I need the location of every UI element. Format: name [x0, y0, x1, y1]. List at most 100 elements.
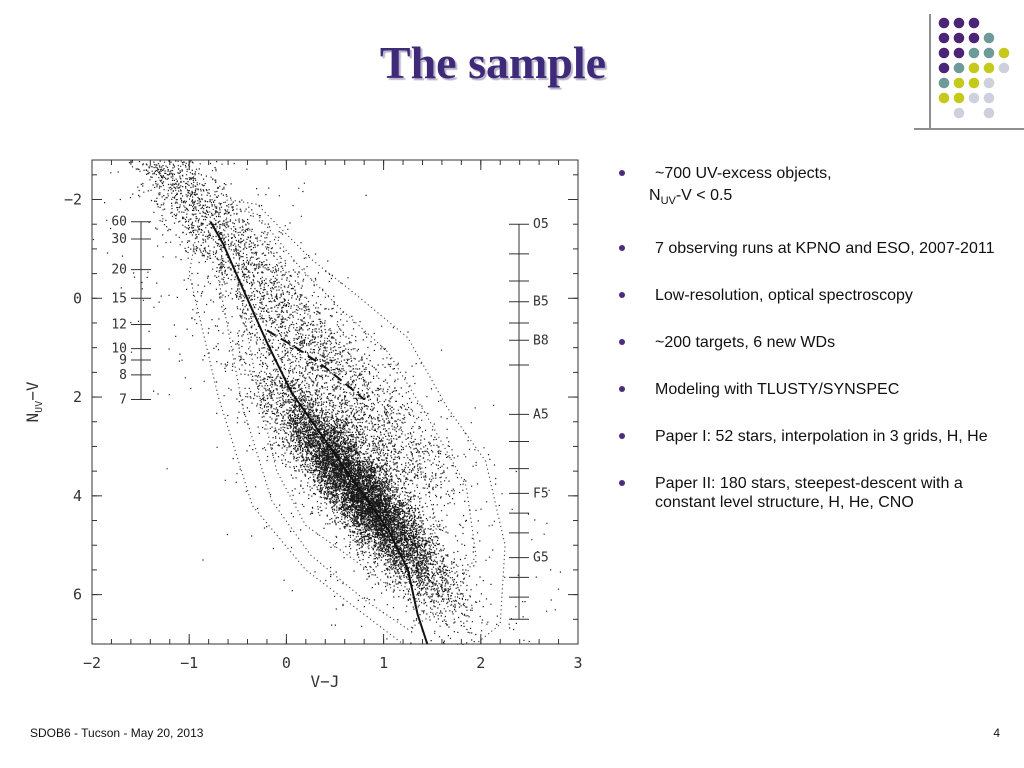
temperature-scale-label: 7 [119, 393, 127, 408]
x-tick-label: −2 [83, 654, 101, 672]
decorative-dot [953, 47, 965, 59]
bullet-dot-icon [619, 245, 625, 252]
bullet-dot-icon [619, 480, 625, 487]
decorative-dot [938, 77, 950, 89]
footer-text: SDOB6 - Tucson - May 20, 2013 [30, 726, 204, 740]
decorative-dot [953, 32, 965, 44]
bullet-dot-icon [619, 433, 625, 440]
y-tick-label: 2 [73, 388, 82, 406]
density-contour [237, 221, 438, 591]
decorative-dot [998, 62, 1010, 74]
decorative-dot [983, 62, 995, 74]
x-tick-label: 0 [282, 654, 291, 672]
decorative-dot [968, 47, 980, 59]
decorative-dot [938, 92, 950, 104]
y-tick-label: 0 [73, 289, 82, 307]
density-contour [188, 198, 506, 645]
temperature-scale-label: 10 [111, 342, 127, 357]
bullet-item: ~700 UV-excess objects, NUV-V < 0.5 [618, 164, 1008, 211]
bullet-list: ~700 UV-excess objects, NUV-V < 0.5 7 obs… [618, 164, 1008, 540]
decorative-dot [968, 62, 980, 74]
y-tick-label: −2 [64, 191, 82, 209]
bullet-dot-icon [619, 339, 625, 346]
decorative-dot [983, 107, 995, 119]
decorative-dot [968, 17, 980, 29]
decorative-vertical-line [929, 14, 931, 128]
temperature-scale-label: 30 [111, 232, 127, 247]
bullet-item: Low-resolution, optical spectroscopy [618, 286, 1008, 305]
page-number: 4 [993, 726, 1000, 740]
bullet-dot-icon [619, 292, 625, 299]
y-axis-label-main: N [23, 413, 42, 423]
decorative-dot [968, 77, 980, 89]
bullet-text: ~200 targets, 6 new WDs [655, 334, 836, 352]
temperature-scale-label: 8 [119, 368, 127, 383]
y-axis-label-subscript: UV [34, 401, 45, 413]
x-tick-label: 1 [379, 654, 388, 672]
decorative-dot [983, 92, 995, 104]
decorative-dot [968, 92, 980, 104]
scatter-points [92, 160, 562, 645]
decorative-dot [938, 17, 950, 29]
spectral-scale-label: B5 [533, 295, 549, 310]
density-contours [188, 198, 506, 645]
temperature-scale-label: 9 [119, 353, 127, 368]
decorative-dot [983, 47, 995, 59]
sub-subscript: UV [660, 195, 676, 208]
spectral-scale-label: G5 [533, 551, 549, 566]
bullet-dot-icon [619, 386, 625, 393]
bullet-text: Paper I: 52 stars, interpolation in 3 gr… [655, 428, 988, 446]
x-axis-label: V−J [311, 672, 340, 691]
temperature-scale-label: 15 [111, 291, 127, 306]
decorative-dot [998, 47, 1010, 59]
decorative-dot [938, 47, 950, 59]
solid-track-line [209, 221, 429, 645]
bullet-text: ~700 UV-excess objects, [655, 165, 832, 182]
scatter-point-cloud [92, 160, 562, 645]
decorative-dot [968, 32, 980, 44]
spectral-scale-label: O5 [533, 217, 549, 232]
bullet-item: 7 observing runs at KPNO and ESO, 2007-2… [618, 239, 1008, 258]
bullet-text: 7 observing runs at KPNO and ESO, 2007-2… [655, 240, 995, 258]
decorative-dot [953, 92, 965, 104]
y-tick-label: 4 [73, 487, 82, 505]
bullet-subline: NUV-V < 0.5 [649, 186, 1008, 211]
decorative-horizontal-line [914, 128, 1024, 130]
decorative-dot [983, 32, 995, 44]
decorative-dot [953, 62, 965, 74]
temperature-scale-label: 12 [111, 317, 127, 332]
bullet-item: ~200 targets, 6 new WDs [618, 333, 1008, 352]
decorative-dot [983, 77, 995, 89]
decorative-dot-grid [938, 17, 1010, 119]
decorative-dot [953, 17, 965, 29]
slide-title: The sample [379, 37, 607, 88]
y-tick-label: 6 [73, 586, 82, 604]
plot-frame [91, 159, 579, 645]
bullet-item: Modeling with TLUSTY/SYNSPEC [618, 380, 1008, 399]
temperature-scale-label: 60 [111, 215, 127, 230]
bullet-dot-icon [619, 170, 625, 176]
decorative-dot [938, 62, 950, 74]
x-tick-label: 2 [476, 654, 485, 672]
spectral-scale-label: A5 [533, 407, 549, 422]
spectral-scale-label: B8 [533, 333, 549, 348]
dashed-track-line [266, 329, 365, 401]
sub-suffix: -V < 0.5 [675, 187, 733, 204]
y-axis-label-suffix: −V [23, 381, 42, 401]
spectral-scale-label: F5 [533, 486, 549, 501]
sub-prefix: N [649, 187, 661, 204]
bullet-text: Low-resolution, optical spectroscopy [655, 287, 913, 305]
bullet-text: Paper II: 180 stars, steepest-descent wi… [655, 475, 963, 512]
tracks [209, 221, 429, 645]
x-tick-label: 3 [573, 654, 582, 672]
bullet-item: Paper II: 180 stars, steepest-descent wi… [618, 474, 1008, 512]
bullet-text: Modeling with TLUSTY/SYNSPEC [655, 381, 900, 399]
temperature-scale-label: 20 [111, 263, 127, 278]
decorative-dot [953, 77, 965, 89]
bullet-item: Paper I: 52 stars, interpolation in 3 gr… [618, 427, 1008, 446]
x-tick-label: −1 [180, 654, 198, 672]
